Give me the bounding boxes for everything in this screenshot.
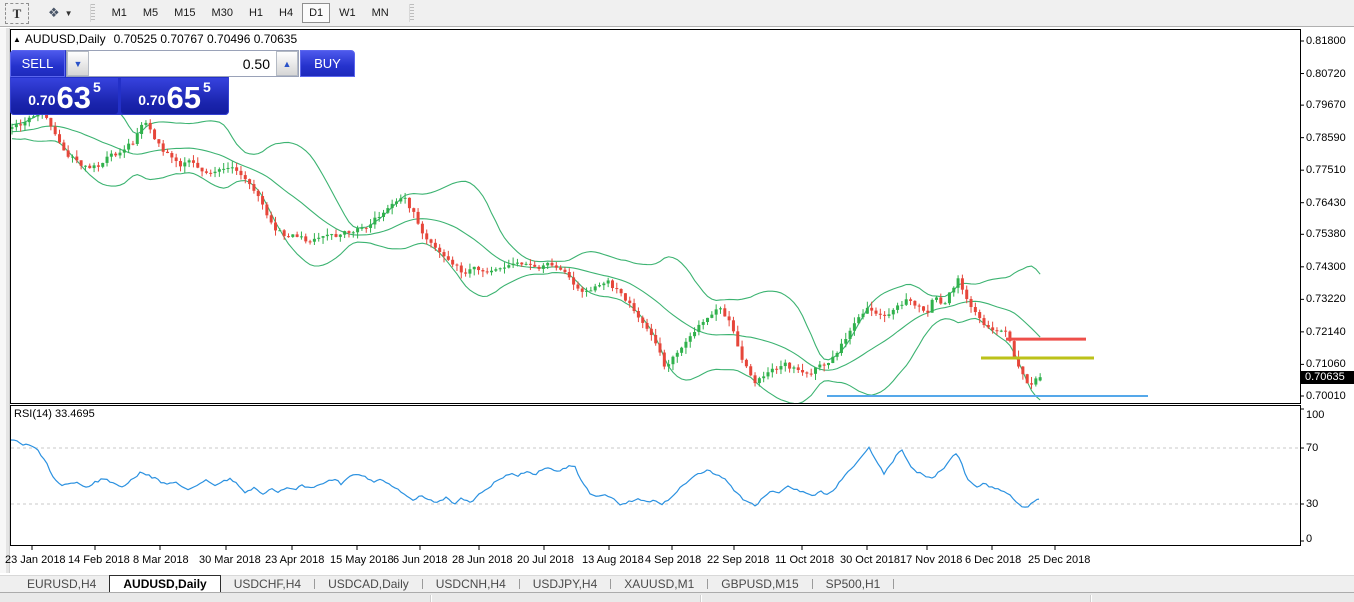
tab-sp500-h1[interactable]: SP500,H1 <box>825 577 881 591</box>
text-tool-button[interactable]: T <box>5 2 29 24</box>
buy-price-pips: 65 <box>166 80 201 115</box>
volume-increase-button[interactable]: ▲ <box>276 51 298 76</box>
timeframe-m30[interactable]: M30 <box>205 3 240 23</box>
price-axis-label: 0.70010 <box>1306 389 1346 402</box>
rsi-scale-label: 30 <box>1306 498 1319 510</box>
tab-separator <box>707 579 709 589</box>
toolbar-grip-end[interactable] <box>408 4 414 22</box>
timeframe-d1[interactable]: D1 <box>302 3 331 23</box>
price-axis-label: 0.73220 <box>1306 293 1346 306</box>
rsi-indicator-label: RSI(14) 33.4695 <box>14 408 95 420</box>
chart-symbol-label: AUDUSD,Daily <box>24 32 106 46</box>
timeframe-mn[interactable]: MN <box>365 3 396 23</box>
date-axis-label: 23 Jan 2018 <box>5 554 66 566</box>
date-axis-label: 30 Oct 2018 <box>840 554 900 566</box>
chart-title: ▲ AUDUSD,Daily 0.70525 0.70767 0.70496 0.7… <box>13 32 297 46</box>
sell-price-pips: 63 <box>56 80 91 115</box>
date-axis-label: 8 Mar 2018 <box>133 554 189 566</box>
timeframe-buttons: M1 M5 M15 M30 H1 H4 D1 W1 MN <box>104 3 397 23</box>
buy-button[interactable]: BUY <box>300 50 355 77</box>
tab-separator <box>314 579 316 589</box>
tab-usdcnh-h4[interactable]: USDCNH,H4 <box>435 577 506 591</box>
date-axis-label: 23 Apr 2018 <box>265 554 325 566</box>
status-divider <box>430 595 432 602</box>
sell-price-prefix: 0.70 <box>28 92 56 108</box>
date-axis-label: 20 Jul 2018 <box>517 554 574 566</box>
volume-input[interactable] <box>89 51 276 76</box>
price-axis-label: 0.77510 <box>1306 164 1346 177</box>
toolbar: T ❖ ▼ M1 M5 M15 M30 H1 H4 D1 W1 MN <box>0 0 1354 27</box>
price-axis-label: 0.74300 <box>1306 260 1346 273</box>
status-divider <box>1090 595 1092 602</box>
tab-audusd-daily[interactable]: AUDUSD,Daily <box>109 575 221 592</box>
chart-tabbar: EURUSD,H4 AUDUSD,Daily USDCHF,H4 USDCAD,Dai… <box>0 575 1354 592</box>
tab-separator <box>518 579 520 589</box>
arrows-icon: ❖ <box>48 5 60 20</box>
timeframe-m1[interactable]: M1 <box>105 3 134 23</box>
date-axis-label: 14 Feb 2018 <box>68 554 130 566</box>
date-axis-label: 17 Nov 2018 <box>900 554 963 566</box>
toolbar-grip[interactable] <box>89 4 95 22</box>
price-axis-label: 0.71060 <box>1306 358 1346 371</box>
price-axis-label: 0.81800 <box>1306 35 1346 47</box>
date-axis-label: 6 Jun 2018 <box>393 554 448 566</box>
chart-ohlc-values: 0.70525 0.70767 0.70496 0.70635 <box>113 32 298 46</box>
date-axis-label: 30 Mar 2018 <box>199 554 261 566</box>
tab-usdcad-daily[interactable]: USDCAD,Daily <box>328 577 409 591</box>
date-axis-label: 28 Jun 2018 <box>452 554 513 566</box>
volume-spinner: ▼ ▲ <box>66 50 299 77</box>
timeframe-h1[interactable]: H1 <box>242 3 270 23</box>
date-axis-label: 6 Dec 2018 <box>965 554 1022 566</box>
timeframe-m5[interactable]: M5 <box>136 3 165 23</box>
volume-decrease-button[interactable]: ▼ <box>67 51 89 76</box>
one-click-trading-widget: SELL ▼ ▲ BUY 0.70 63 5 0.70 65 5 <box>10 50 355 115</box>
buy-price-point: 5 <box>202 79 211 95</box>
price-axis-label: 0.76430 <box>1306 196 1346 209</box>
rsi-scale-label: 0 <box>1306 533 1313 545</box>
price-axis-label: 0.72140 <box>1306 325 1346 338</box>
status-divider <box>700 595 702 602</box>
timeframe-w1[interactable]: W1 <box>332 3 363 23</box>
tab-gbpusd-m15[interactable]: GBPUSD,M15 <box>721 577 799 591</box>
timeframe-m15[interactable]: M15 <box>167 3 202 23</box>
tab-usdchf-h4[interactable]: USDCHF,H4 <box>233 577 302 591</box>
price-axis-label: 0.75380 <box>1306 228 1346 241</box>
buy-price-panel[interactable]: 0.70 65 5 <box>121 78 228 114</box>
arrow-objects-button[interactable]: ❖ ▼ <box>43 3 78 24</box>
date-axis-label: 4 Sep 2018 <box>645 554 702 566</box>
sell-price-point: 5 <box>92 79 101 95</box>
status-bar <box>0 592 1354 602</box>
tab-eurusd-h4[interactable]: EURUSD,H4 <box>27 577 97 591</box>
date-axis-label: 22 Sep 2018 <box>707 554 770 566</box>
rsi-scale-label: 70 <box>1306 442 1319 454</box>
rsi-scale-label: 100 <box>1306 409 1325 421</box>
tab-xauusd-m1[interactable]: XAUUSD,M1 <box>624 577 695 591</box>
tab-separator <box>610 579 612 589</box>
date-axis-label: 25 Dec 2018 <box>1028 554 1091 566</box>
chevron-down-icon: ▼ <box>64 8 73 18</box>
sell-price-panel[interactable]: 0.70 63 5 <box>11 78 118 114</box>
sell-button[interactable]: SELL <box>10 50 65 77</box>
timeframe-h4[interactable]: H4 <box>272 3 300 23</box>
buy-price-prefix: 0.70 <box>138 92 166 108</box>
price-axis-label: 0.78590 <box>1306 131 1346 144</box>
tab-separator <box>811 579 813 589</box>
date-axis-label: 13 Aug 2018 <box>582 554 644 566</box>
window-splitter[interactable] <box>0 28 10 573</box>
tab-usdjpy-h4[interactable]: USDJPY,H4 <box>532 577 598 591</box>
price-axis-label: 0.79670 <box>1306 99 1346 112</box>
current-price-badge: 0.70635 <box>1301 371 1354 385</box>
date-axis-label: 15 May 2018 <box>330 554 394 566</box>
tab-separator <box>421 579 423 589</box>
date-axis-label: 11 Oct 2018 <box>775 554 835 566</box>
price-axis-label: 0.80720 <box>1306 67 1346 80</box>
tab-separator <box>893 579 895 589</box>
collapse-arrow-icon[interactable]: ▲ <box>13 35 21 44</box>
